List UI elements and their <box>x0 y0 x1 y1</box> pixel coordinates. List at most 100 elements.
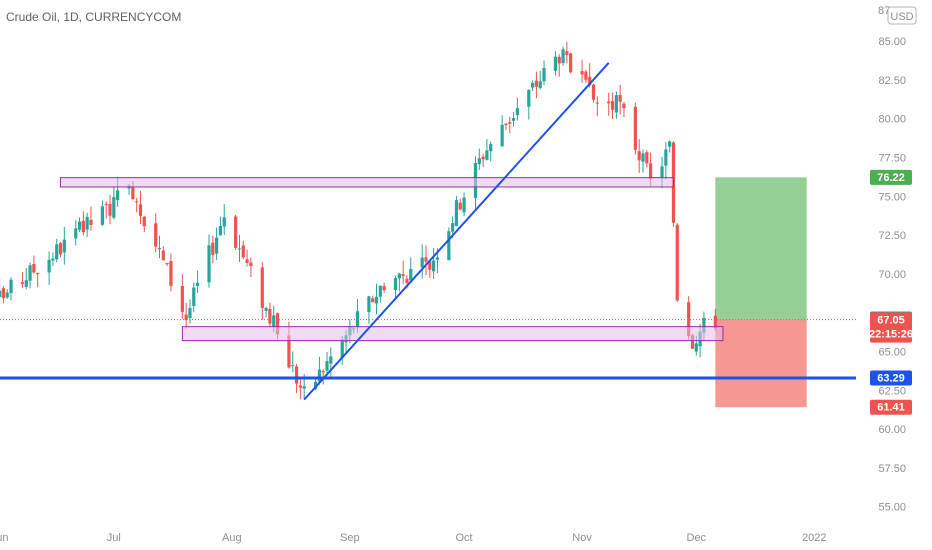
x-tick-label: Jul <box>107 532 121 544</box>
candle-body <box>409 269 413 281</box>
candle-body <box>180 285 184 312</box>
candle-body <box>504 123 508 126</box>
candle-body <box>157 247 162 249</box>
candle-body <box>713 315 717 329</box>
candle-body <box>397 273 401 279</box>
candle-body <box>462 197 466 213</box>
candle-body <box>138 204 143 216</box>
candle-body <box>477 158 481 165</box>
candle-body <box>405 278 409 283</box>
candle-body <box>188 308 192 318</box>
drawings-layer <box>0 62 856 401</box>
candle-body <box>222 217 226 227</box>
price-badge <box>870 399 912 415</box>
price-badge-label: 61.41 <box>877 402 905 414</box>
candle-body <box>378 285 382 297</box>
y-tick-label: 65.00 <box>878 346 906 358</box>
candle-body <box>275 313 280 335</box>
candle-body <box>687 302 691 337</box>
support-resistance-zone <box>60 177 674 188</box>
candle-body <box>340 339 344 358</box>
candle-body <box>649 163 653 179</box>
y-tick-label: 55.00 <box>878 502 906 514</box>
candle-body <box>542 67 546 82</box>
candle-body <box>112 197 116 218</box>
candle-body <box>100 206 105 225</box>
candle-body <box>584 71 588 80</box>
candle-body <box>36 273 40 275</box>
candle-body <box>24 280 28 287</box>
y-tick-label: 82.50 <box>878 75 906 87</box>
y-tick-label: 77.50 <box>878 152 906 164</box>
candle-body <box>249 262 253 267</box>
candle-body <box>161 250 165 261</box>
candle-body <box>420 257 424 268</box>
currency-button[interactable]: USD <box>887 6 917 25</box>
candle-body <box>401 274 405 276</box>
candle-body <box>62 239 66 253</box>
x-tick-label: Aug <box>222 532 242 544</box>
candle-body <box>508 122 512 124</box>
candle-body <box>51 258 55 261</box>
candle-body <box>131 187 135 200</box>
candle-body <box>690 335 695 349</box>
candle-body <box>485 150 489 160</box>
candle-body <box>447 231 451 261</box>
candle-body <box>116 190 120 200</box>
candle-body <box>610 101 615 110</box>
candle-body <box>135 201 139 203</box>
price-badge <box>870 312 912 343</box>
background-layer <box>715 177 807 408</box>
candle-body <box>645 152 649 164</box>
candle-body <box>20 282 25 284</box>
candle-body <box>58 243 63 255</box>
y-tick-label: 57.50 <box>878 463 906 475</box>
candle-body <box>85 216 89 230</box>
candle-body <box>81 220 85 233</box>
countdown-label: 22:15:26 <box>869 329 913 341</box>
chart-title: Crude Oil, 1D, CURRENCYCOM <box>6 10 181 24</box>
candle-body <box>527 89 531 107</box>
candle-body <box>500 124 504 147</box>
y-tick-label: 70.00 <box>878 269 906 281</box>
y-tick-label: 85.00 <box>878 36 906 48</box>
candle-body <box>607 101 611 104</box>
candle-body <box>154 223 158 247</box>
y-tick-label: 60.00 <box>878 424 906 436</box>
candle-body <box>382 286 386 291</box>
candle-body <box>428 261 432 270</box>
candle-body <box>195 282 200 287</box>
candle-body <box>481 156 485 160</box>
y-tick-label: 87 <box>878 5 890 17</box>
candle-body <box>511 118 516 121</box>
candle-body <box>268 308 272 324</box>
price-badge-label: 76.22 <box>877 172 905 184</box>
candle-body <box>458 202 462 210</box>
candle-body <box>245 259 249 263</box>
candle-body <box>435 257 440 260</box>
candle-body <box>591 84 596 100</box>
candle-body <box>192 287 196 306</box>
loss-zone <box>715 319 807 408</box>
candles-layer <box>0 41 717 400</box>
candle-body <box>622 103 626 109</box>
price-badge <box>870 370 912 386</box>
candle-body <box>108 203 112 216</box>
candle-body <box>454 200 459 226</box>
x-tick-label: Nov <box>572 532 592 544</box>
candle-body <box>47 259 51 273</box>
x-tick-label: Sep <box>340 532 360 544</box>
candle-body <box>313 381 318 390</box>
candle-body <box>241 245 245 258</box>
candle-body <box>694 343 698 352</box>
x-tick-label: Dec <box>687 532 707 544</box>
candle-body <box>260 267 264 308</box>
candle-body <box>211 242 215 255</box>
candle-body <box>618 95 622 102</box>
candle-body <box>371 298 375 303</box>
candle-body <box>9 279 13 294</box>
candle-body <box>104 204 108 206</box>
candle-body <box>451 223 455 232</box>
candle-body <box>569 53 573 73</box>
